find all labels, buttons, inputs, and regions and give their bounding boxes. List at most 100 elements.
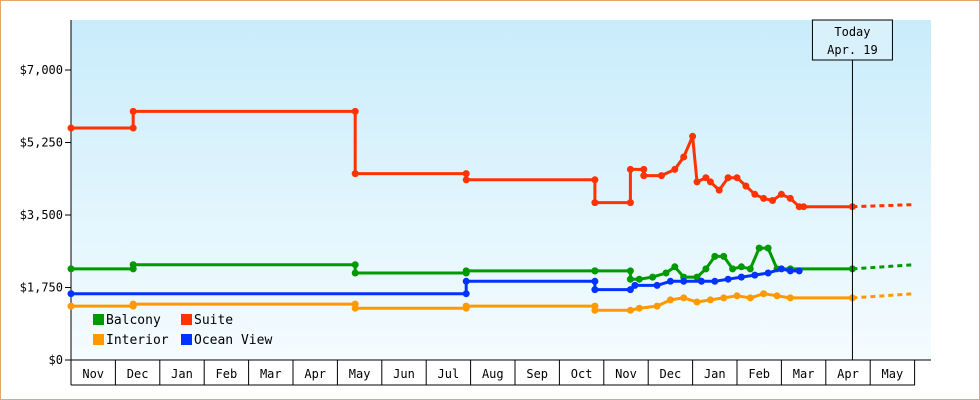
legend-item-suite: Suite xyxy=(181,313,233,328)
x-tick-label: Aug xyxy=(482,367,504,381)
data-point xyxy=(737,273,745,281)
data-point xyxy=(129,300,137,308)
data-point xyxy=(786,267,794,275)
x-tick-label: Jul xyxy=(438,367,460,381)
x-tick-label: Nov xyxy=(615,367,637,381)
x-tick-label: Jan xyxy=(171,367,193,381)
data-point xyxy=(129,107,137,115)
data-point xyxy=(658,172,665,180)
y-tick-label: $5,250 xyxy=(20,136,63,150)
x-tick-label: Dec xyxy=(660,367,682,381)
y-tick-label: $7,000 xyxy=(20,63,63,77)
data-point xyxy=(715,186,723,194)
data-point xyxy=(626,199,634,207)
series-projection xyxy=(852,292,915,300)
x-tick-label: May xyxy=(882,367,904,381)
data-point xyxy=(680,277,688,285)
data-point xyxy=(67,302,75,310)
data-point xyxy=(773,292,781,300)
legend-item-interior: Interior xyxy=(93,333,169,348)
series-interior xyxy=(67,290,915,314)
data-point xyxy=(764,244,772,252)
data-point xyxy=(462,267,470,275)
x-tick-label: Nov xyxy=(82,367,104,381)
data-point xyxy=(640,172,648,180)
data-point xyxy=(67,124,75,132)
data-point xyxy=(742,182,750,190)
data-point xyxy=(800,203,808,211)
data-point xyxy=(626,275,634,283)
x-tick-label: Apr xyxy=(304,367,326,381)
legend-label: Balcony xyxy=(106,313,161,328)
x-tick-label: Feb xyxy=(748,367,770,381)
data-point xyxy=(711,252,719,260)
series-projection xyxy=(852,203,915,209)
today-date: Apr. 19 xyxy=(827,43,878,57)
legend-label: Ocean View xyxy=(194,333,272,348)
data-point xyxy=(626,286,634,294)
data-point xyxy=(746,294,754,302)
data-point xyxy=(751,190,759,198)
data-point xyxy=(591,267,599,275)
y-tick-label: $3,500 xyxy=(20,208,63,222)
x-tick-label: Oct xyxy=(571,367,593,381)
data-point xyxy=(764,269,772,277)
y-tick-label: $1,750 xyxy=(20,281,63,295)
data-point xyxy=(777,190,785,198)
today-box xyxy=(811,19,893,61)
data-point xyxy=(129,261,137,269)
data-point xyxy=(720,252,728,260)
data-point xyxy=(653,302,661,310)
data-point xyxy=(786,194,794,202)
data-point xyxy=(591,277,599,285)
data-point xyxy=(777,265,785,273)
data-point xyxy=(662,269,670,277)
data-point xyxy=(653,281,661,289)
series-ocean-view xyxy=(67,265,803,298)
series-projection xyxy=(852,263,915,271)
data-point xyxy=(67,290,75,298)
data-point xyxy=(67,265,75,273)
data-point xyxy=(706,178,714,186)
data-point xyxy=(746,265,754,273)
x-tick-label: Dec xyxy=(127,367,149,381)
today-label: Today xyxy=(834,25,870,39)
data-point xyxy=(635,304,643,312)
data-point xyxy=(626,165,634,173)
data-point xyxy=(729,265,737,273)
legend-label: Suite xyxy=(194,313,233,328)
data-point xyxy=(462,302,470,310)
y-tick-label: $0 xyxy=(49,353,63,367)
data-point xyxy=(769,197,776,204)
legend-swatch xyxy=(181,314,192,325)
data-point xyxy=(640,165,648,173)
data-point xyxy=(693,298,701,306)
data-point xyxy=(680,294,688,302)
data-point xyxy=(724,174,732,182)
data-point xyxy=(462,170,470,178)
legend-swatch xyxy=(93,314,104,325)
data-point xyxy=(680,153,688,161)
data-point xyxy=(720,294,728,302)
data-point xyxy=(631,281,639,289)
data-point xyxy=(462,290,470,298)
data-point xyxy=(706,296,714,304)
data-point xyxy=(693,178,701,186)
legend-swatch xyxy=(93,334,104,345)
data-point xyxy=(462,277,470,285)
x-tick-label: Feb xyxy=(216,367,238,381)
x-tick-label: Mar xyxy=(260,367,282,381)
data-point xyxy=(129,124,137,132)
data-point xyxy=(351,304,359,312)
data-point xyxy=(760,290,768,298)
data-point xyxy=(733,292,741,300)
x-tick-label: Mar xyxy=(793,367,815,381)
legend-item-balcony: Balcony xyxy=(93,313,161,328)
data-point xyxy=(626,306,634,314)
series-suite xyxy=(67,107,915,211)
data-point xyxy=(737,263,745,271)
data-point xyxy=(795,267,803,275)
data-point xyxy=(591,306,599,314)
data-point xyxy=(351,107,359,115)
